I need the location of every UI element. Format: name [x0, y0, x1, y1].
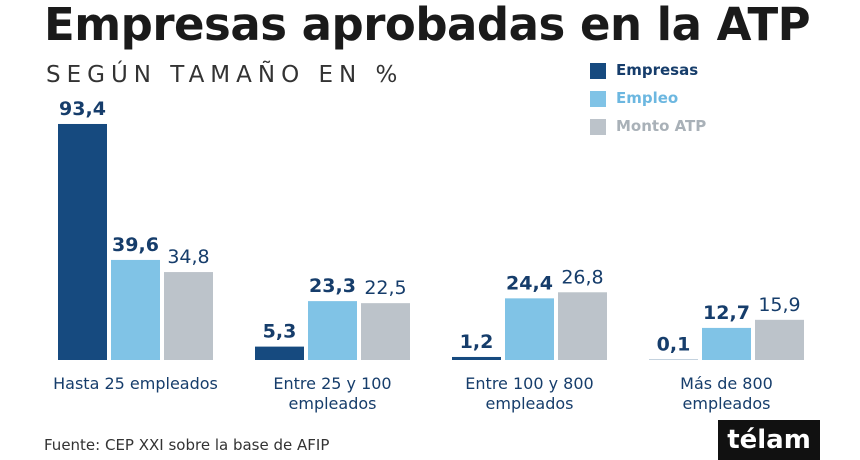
bar — [505, 298, 554, 360]
value-label: 34,8 — [167, 246, 209, 268]
bar — [558, 292, 607, 360]
legend-swatch — [590, 63, 606, 79]
value-label: 1,2 — [460, 331, 494, 353]
bar — [111, 259, 160, 360]
value-label: 24,4 — [506, 272, 553, 294]
value-label: 39,6 — [112, 234, 159, 256]
value-label: 5,3 — [263, 321, 297, 343]
x-tick-label: Hasta 25 empleados — [53, 374, 218, 393]
x-tick-label: Entre 25 y 100 empleados — [273, 374, 392, 413]
value-label: 23,3 — [309, 275, 356, 297]
legend-label: Empleo — [616, 89, 679, 107]
value-label: 15,9 — [758, 294, 800, 316]
value-label: 93,4 — [59, 98, 106, 120]
source-note: Fuente: CEP XXI sobre la base de AFIP — [44, 436, 330, 454]
chart-title: Empresas aprobadas en la ATP — [44, 0, 811, 51]
value-label: 22,5 — [364, 277, 406, 299]
bar — [452, 356, 501, 360]
value-label: 0,1 — [657, 334, 691, 356]
chart-subtitle: SEGÚN TAMAÑO EN % — [46, 62, 404, 88]
bar — [255, 346, 304, 360]
value-label: 26,8 — [561, 266, 603, 288]
bar — [58, 123, 107, 360]
legend-swatch — [590, 119, 606, 135]
bar — [164, 272, 213, 360]
legend-swatch — [590, 91, 606, 107]
logo: télam — [718, 420, 820, 460]
x-tick-label: Más de 800 empleados — [680, 374, 773, 413]
bar — [361, 303, 410, 360]
bar — [308, 301, 357, 360]
legend-label: Monto ATP — [616, 117, 707, 135]
legend-label: Empresas — [616, 61, 699, 79]
bar — [702, 327, 751, 360]
bar — [755, 319, 804, 360]
value-label: 12,7 — [703, 302, 750, 324]
x-tick-label: Entre 100 y 800 empleados — [465, 374, 594, 413]
